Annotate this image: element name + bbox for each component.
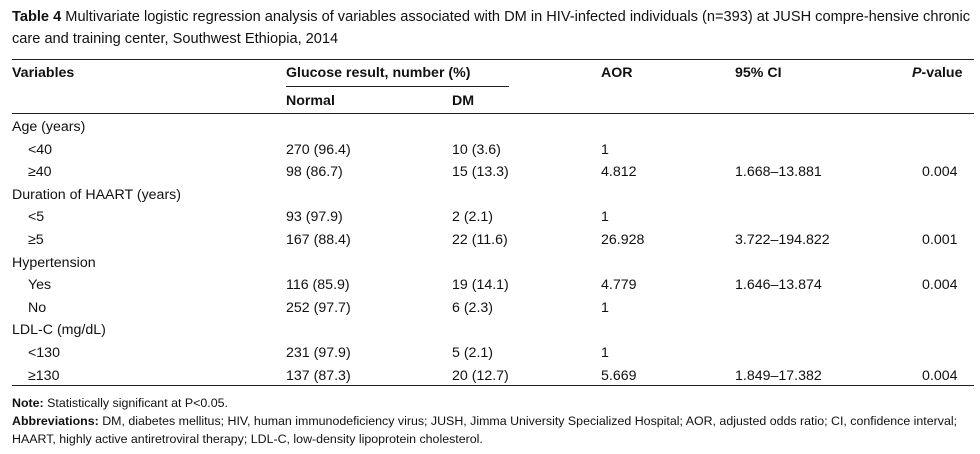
normal-cell: 116 (85.9) (286, 277, 350, 294)
aor-cell: 1 (601, 141, 609, 158)
ci-cell: 3.722–194.822 (735, 232, 830, 248)
note-text: Statistically significant at P<0.05. (47, 396, 228, 410)
variable-group-label: Duration of HAART (years) (12, 186, 181, 203)
top-rule (12, 59, 974, 60)
variable-cell: <40 (28, 141, 53, 158)
ci-cell: 1.646–13.874 (735, 277, 822, 294)
header-p-rest: -value (921, 65, 963, 81)
abbreviations-text: DM, diabetes mellitus; HIV, human immuno… (12, 414, 958, 446)
table-abbreviations: Abbreviations: DM, diabetes mellitus; HI… (12, 412, 978, 448)
variable-cell: Yes (28, 277, 52, 294)
header-p-italic: P (912, 65, 922, 81)
normal-cell: 270 (96.4) (286, 141, 351, 158)
variable-group-label: LDL-C (mg/dL) (12, 322, 106, 339)
glucose-subheader-rule (286, 86, 509, 87)
header-variables: Variables (12, 65, 75, 81)
caption-text: Multivariate logistic regression analysi… (12, 9, 971, 47)
normal-cell: 93 (97.9) (286, 209, 343, 226)
aor-cell: 1 (601, 345, 609, 361)
header-95ci: 95% CI (735, 65, 782, 81)
variable-cell: No (28, 299, 47, 316)
header-normal: Normal (286, 93, 335, 109)
aor-cell: 1 (601, 299, 609, 316)
table-note: Note: Statistically significant at P<0.0… (12, 394, 978, 412)
dm-cell: 20 (12.7) (452, 367, 509, 384)
dm-cell: 15 (13.3) (452, 164, 509, 181)
normal-cell: 98 (86.7) (286, 164, 343, 181)
variable-group-label: Hypertension (12, 254, 96, 271)
header-p-value: P-value (912, 64, 962, 82)
caption-label: Table 4 (12, 9, 62, 25)
ci-cell: 1.849–17.382 (735, 367, 822, 384)
normal-cell: 231 (97.9) (286, 345, 351, 361)
header-dm: DM (452, 93, 475, 109)
table-caption: Table 4 Multivariate logistic regression… (12, 6, 972, 50)
normal-cell: 167 (88.4) (286, 232, 351, 248)
variable-cell: ≥5 (28, 232, 44, 248)
dm-cell: 5 (2.1) (452, 345, 494, 361)
aor-cell: 1 (601, 209, 609, 226)
dm-cell: 19 (14.1) (452, 277, 509, 294)
aor-cell: 4.812 (601, 164, 637, 181)
note-label: Note: (12, 396, 44, 410)
bottom-rule (12, 385, 974, 386)
p-value-cell: 0.001 (922, 232, 958, 248)
variable-group-label: Age (years) (12, 119, 86, 135)
header-glucose-result: Glucose result, number (%) (286, 65, 471, 81)
variable-cell: ≥130 (28, 367, 60, 384)
p-value-cell: 0.004 (922, 367, 958, 384)
aor-cell: 5.669 (601, 367, 637, 384)
normal-cell: 137 (87.3) (286, 367, 351, 384)
normal-cell: 252 (97.7) (286, 299, 351, 316)
p-value-cell: 0.004 (922, 277, 958, 294)
abbreviations-label: Abbreviations: (12, 414, 99, 428)
dm-cell: 22 (11.6) (452, 232, 508, 248)
header-aor: AOR (601, 65, 633, 81)
ci-cell: 1.668–13.881 (735, 164, 822, 181)
aor-cell: 26.928 (601, 232, 645, 248)
dm-cell: 6 (2.3) (452, 299, 494, 316)
variable-cell: <130 (28, 345, 60, 361)
aor-cell: 4.779 (601, 277, 637, 294)
variable-cell: <5 (28, 209, 45, 226)
dm-cell: 2 (2.1) (452, 209, 494, 226)
p-value-cell: 0.004 (922, 164, 958, 181)
dm-cell: 10 (3.6) (452, 141, 501, 158)
header-bottom-rule (12, 113, 974, 114)
variable-cell: ≥40 (28, 164, 52, 181)
